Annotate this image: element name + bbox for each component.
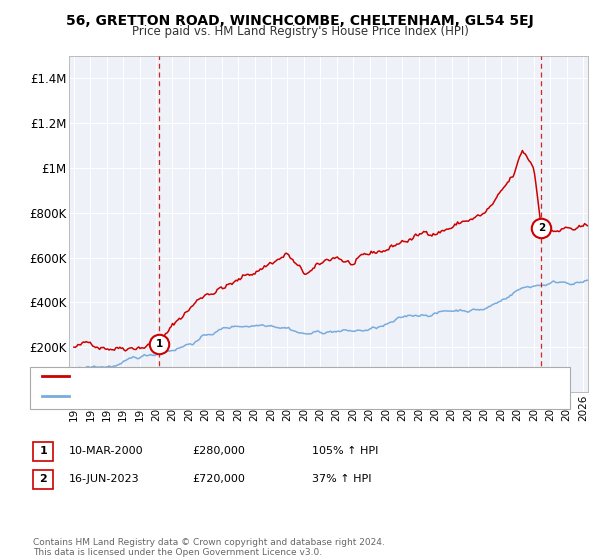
- Text: 56, GRETTON ROAD, WINCHCOMBE, CHELTENHAM, GL54 5EJ (detached house): 56, GRETTON ROAD, WINCHCOMBE, CHELTENHAM…: [75, 371, 484, 381]
- Text: 1: 1: [40, 446, 47, 456]
- Text: £720,000: £720,000: [192, 474, 245, 484]
- Text: Contains HM Land Registry data © Crown copyright and database right 2024.
This d: Contains HM Land Registry data © Crown c…: [33, 538, 385, 557]
- Text: 56, GRETTON ROAD, WINCHCOMBE, CHELTENHAM, GL54 5EJ: 56, GRETTON ROAD, WINCHCOMBE, CHELTENHAM…: [66, 14, 534, 28]
- Text: 2: 2: [40, 474, 47, 484]
- Text: 16-JUN-2023: 16-JUN-2023: [69, 474, 140, 484]
- Text: 1: 1: [155, 339, 163, 349]
- Text: 10-MAR-2000: 10-MAR-2000: [69, 446, 143, 456]
- Text: Price paid vs. HM Land Registry's House Price Index (HPI): Price paid vs. HM Land Registry's House …: [131, 25, 469, 38]
- Text: HPI: Average price, detached house, Tewkesbury: HPI: Average price, detached house, Tewk…: [75, 390, 329, 400]
- Text: 37% ↑ HPI: 37% ↑ HPI: [312, 474, 371, 484]
- Text: 105% ↑ HPI: 105% ↑ HPI: [312, 446, 379, 456]
- Text: £280,000: £280,000: [192, 446, 245, 456]
- Text: 2: 2: [538, 223, 545, 233]
